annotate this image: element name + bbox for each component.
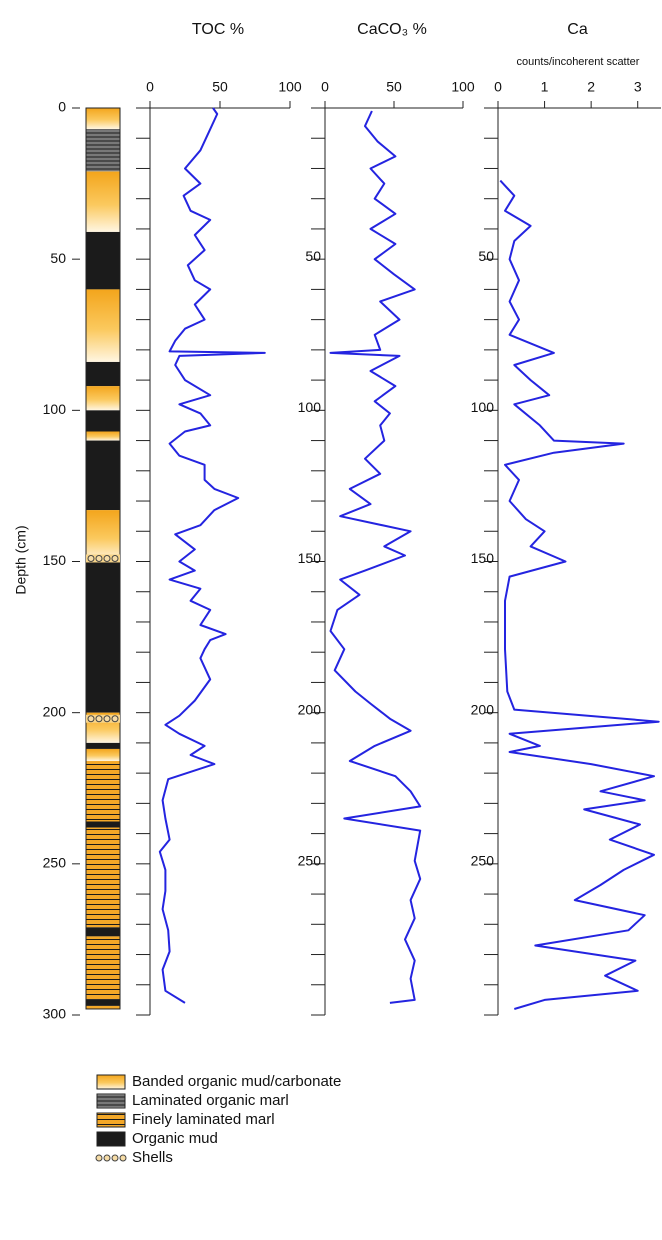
shell-icon bbox=[111, 715, 119, 723]
legend-label: Organic mud bbox=[132, 1130, 218, 1147]
lithology-unit bbox=[86, 927, 120, 937]
lithology-unit bbox=[86, 827, 120, 928]
lithology-unit bbox=[86, 1005, 120, 1009]
depth-tick-label: 100 bbox=[43, 401, 67, 417]
lithology-unit bbox=[86, 440, 120, 511]
shell-layer bbox=[86, 714, 120, 723]
shell-icon bbox=[87, 715, 95, 723]
lithology-unit bbox=[86, 999, 120, 1006]
depth-tick-label: 50 bbox=[50, 250, 66, 266]
shell-icon bbox=[111, 554, 119, 562]
legend-swatch bbox=[96, 1131, 126, 1147]
profile-line bbox=[329, 110, 422, 1004]
lithology-unit bbox=[86, 821, 120, 828]
legend-label: Banded organic mud/carbonate bbox=[132, 1073, 341, 1090]
depth-tick-label: 250 bbox=[471, 853, 495, 869]
x-tick-label: 50 bbox=[212, 79, 228, 95]
lithology-unit bbox=[86, 231, 120, 290]
lithology-unit bbox=[86, 431, 120, 441]
x-tick-label: 100 bbox=[278, 79, 302, 95]
legend-label: Shells bbox=[132, 1149, 173, 1166]
depth-tick-label: 150 bbox=[298, 550, 322, 566]
depth-tick-label: 300 bbox=[43, 1006, 67, 1022]
shell-icon bbox=[119, 1154, 127, 1162]
lithology-unit bbox=[86, 742, 120, 749]
depth-tick-label: 250 bbox=[43, 855, 67, 871]
shell-icon bbox=[103, 554, 111, 562]
panel-title: TOC % bbox=[192, 21, 244, 38]
lithology-unit bbox=[86, 410, 120, 432]
shell-icon bbox=[103, 715, 111, 723]
depth-tick-label: 150 bbox=[43, 552, 67, 568]
x-tick-label: 1 bbox=[541, 79, 549, 95]
lithology-unit bbox=[86, 510, 120, 562]
depth-tick-label: 50 bbox=[478, 248, 494, 264]
lithology-unit bbox=[86, 761, 120, 822]
lithology-unit bbox=[86, 561, 120, 713]
x-tick-label: 2 bbox=[587, 79, 595, 95]
legend-swatch bbox=[96, 1074, 126, 1090]
x-tick-label: 0 bbox=[146, 79, 154, 95]
depth-axis-label: Depth (cm) bbox=[13, 525, 29, 594]
depth-tick-label: 250 bbox=[298, 853, 322, 869]
lithology-unit bbox=[86, 289, 120, 362]
x-tick-label: 100 bbox=[451, 79, 475, 95]
x-tick-label: 50 bbox=[386, 79, 402, 95]
panel-title: Ca bbox=[567, 21, 588, 38]
lithology-unit bbox=[86, 129, 120, 172]
shell-icon bbox=[103, 1154, 111, 1162]
depth-tick-label: 200 bbox=[471, 701, 495, 717]
x-tick-label: 3 bbox=[634, 79, 642, 95]
depth-tick-label: 50 bbox=[305, 248, 321, 264]
shell-icon bbox=[95, 1154, 103, 1162]
shell-icon bbox=[95, 554, 103, 562]
depth-tick-label: 100 bbox=[298, 399, 322, 415]
depth-tick-label: 100 bbox=[471, 399, 495, 415]
shell-layer bbox=[86, 554, 120, 563]
lithology-unit bbox=[86, 171, 120, 232]
lithology-unit bbox=[86, 748, 120, 762]
shell-icon bbox=[111, 1154, 119, 1162]
lithology-unit bbox=[86, 108, 120, 130]
lithology-unit bbox=[86, 936, 120, 1000]
depth-tick-label: 200 bbox=[43, 703, 67, 719]
legend-label: Finely laminated marl bbox=[132, 1111, 275, 1128]
shell-band bbox=[86, 714, 120, 723]
shell-band bbox=[86, 554, 120, 563]
legend-swatch bbox=[95, 1154, 127, 1162]
legend-swatch bbox=[96, 1093, 126, 1109]
profile-line bbox=[499, 179, 660, 1010]
lithology-unit bbox=[86, 361, 120, 387]
x-tick-label: 0 bbox=[321, 79, 329, 95]
depth-tick-label: 200 bbox=[298, 701, 322, 717]
panel-subtitle: counts/incoherent scatter bbox=[517, 56, 640, 68]
legend-label: Laminated organic marl bbox=[132, 1092, 289, 1109]
legend-swatch bbox=[96, 1112, 126, 1128]
profile-line bbox=[158, 107, 266, 1004]
shell-icon bbox=[95, 715, 103, 723]
lithology-unit bbox=[86, 386, 120, 411]
depth-tick-label: 0 bbox=[58, 99, 66, 115]
x-tick-label: 0 bbox=[494, 79, 502, 95]
panel-title: CaCO₃ % bbox=[357, 21, 427, 38]
shell-icon bbox=[87, 554, 95, 562]
depth-tick-label: 150 bbox=[471, 550, 495, 566]
